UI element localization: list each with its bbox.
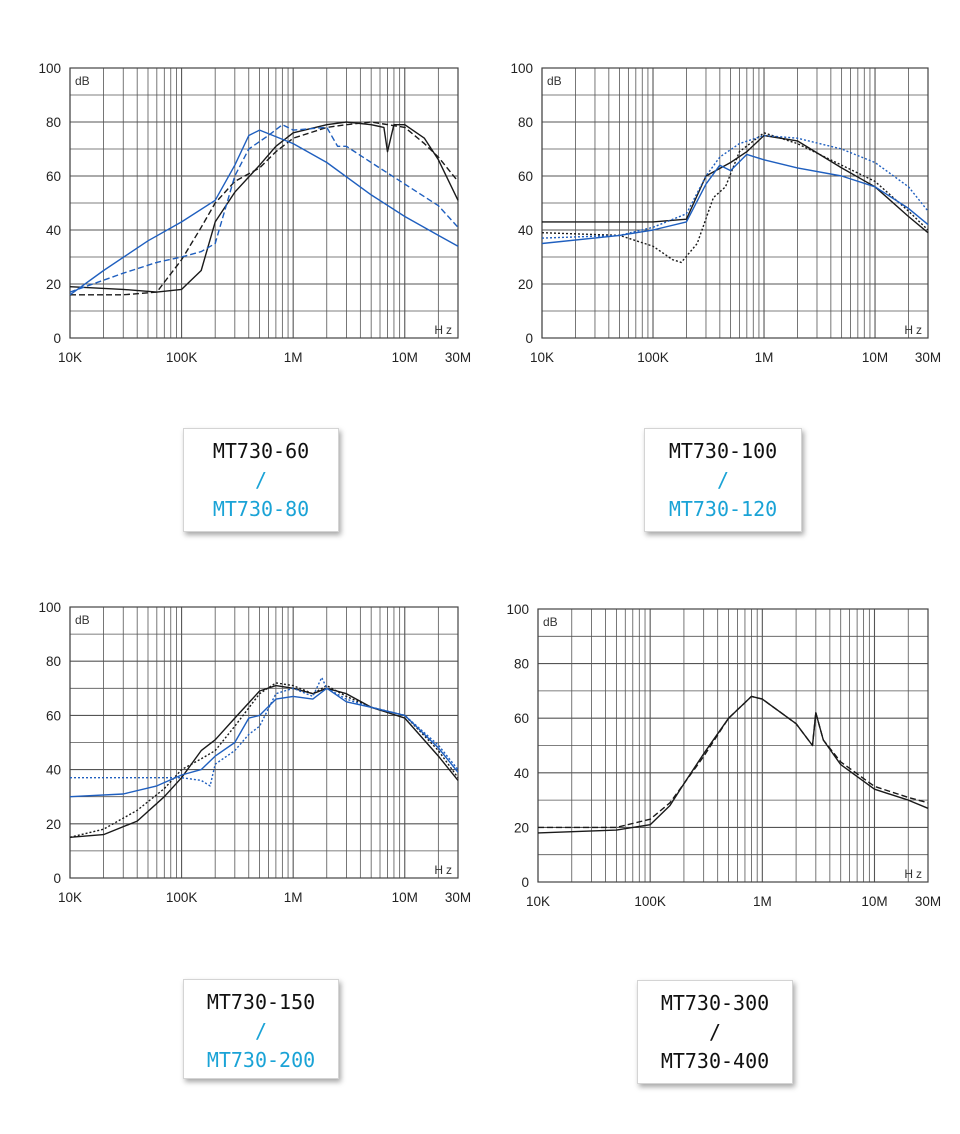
model-label-2-line2: MT730-120 [668,497,778,521]
y-tick-label: 40 [46,763,61,778]
y-tick-label: 40 [514,766,529,781]
y-tick-label: 60 [46,169,61,184]
model-label-3-line2: MT730-200 [206,1048,316,1072]
x-tick-label: 100K [166,350,198,365]
y-axis-unit: dB [75,613,90,627]
chart-1-series-4-blue-dashed [69,124,459,293]
chart-3-plot: 0 20 40 60 80 100 10K 100K 1M 10M 30M dB Hz [38,600,471,905]
x-tick-label: 30M [445,350,471,365]
x-tick-label: 10M [392,890,418,905]
y-tick-label: 20 [518,277,533,292]
chart-2: 0 20 40 60 80 100 10K 100K 1M 10M 30M dB Hz [510,61,941,365]
y-tick-label: 20 [46,817,61,832]
y-tick-label: 60 [46,708,61,723]
model-label-1: MT730-60 / MT730-80 [183,428,339,532]
y-tick-label: 80 [46,115,61,130]
chart-1-grid [69,67,459,339]
chart-1-series-3-blue-solid [69,129,459,296]
chart-4-series-2-black-dashed [538,695,929,829]
x-tick-label: 10M [862,350,888,365]
y-tick-label: 0 [53,331,61,346]
model-label-1-line2: MT730-80 [212,497,310,521]
y-axis-unit: dB [547,74,562,88]
y-tick-label: 20 [46,277,61,292]
y-tick-label: 0 [53,871,61,886]
model-label-3: MT730-150 / MT730-200 [183,979,339,1079]
chart-1-series-2-black-dashed [70,121,459,296]
x-tick-label: 30M [915,894,941,909]
x-tick-label: 100K [637,350,669,365]
y-tick-label: 40 [46,223,61,238]
x-tick-label: 1M [755,350,774,365]
model-label-4-line2: MT730-400 [660,1049,770,1073]
chart-4-grid [537,608,929,883]
x-axis-unit: Hz [904,323,925,337]
y-axis-unit: dB [75,74,90,88]
model-label-2: MT730-100 / MT730-120 [644,428,802,532]
chart-3: 0 20 40 60 80 100 10K 100K 1M 10M 30M dB Hz [38,600,471,905]
y-tick-label: 60 [514,711,529,726]
x-tick-label: 10K [58,350,82,365]
chart-2-series-4-blue-dotted [541,134,929,239]
chart-1-plot: 0 20 40 60 80 100 10K 100K 1M 10M 30M dB Hz [38,61,471,365]
chart-3-grid [69,606,459,879]
x-axis-unit: Hz [434,323,455,337]
y-tick-label: 60 [518,169,533,184]
x-tick-label: 100K [166,890,198,905]
y-tick-label: 20 [514,820,529,835]
x-tick-label: 1M [753,894,772,909]
x-tick-label: 100K [634,894,666,909]
chart-1: 0 20 40 60 80 100 10K 100K 1M 10M 30M dB Hz [38,61,471,365]
x-axis-unit: Hz [904,867,925,881]
model-label-4-line1: MT730-300 [660,991,770,1015]
y-axis-unit: dB [543,615,558,629]
x-tick-label: 30M [445,890,471,905]
y-tick-label: 0 [521,875,529,890]
chart-2-grid [541,67,929,339]
model-label-2-line1: MT730-100 [668,439,778,463]
y-tick-label: 100 [510,61,533,76]
chart-2-plot: 0 20 40 60 80 100 10K 100K 1M 10M 30M dB Hz [510,61,941,365]
x-tick-label: 30M [915,350,941,365]
model-label-1-separator: / [254,468,268,492]
y-tick-label: 0 [525,331,533,346]
model-label-1-line1: MT730-60 [212,439,310,463]
x-tick-label: 10K [526,894,550,909]
x-tick-label: 1M [284,890,303,905]
y-tick-label: 100 [38,61,61,76]
model-label-4-separator: / [708,1020,722,1044]
chart-2-series-3-blue-solid [541,153,929,245]
x-tick-label: 10M [861,894,887,909]
x-axis-unit: Hz [434,863,455,877]
y-tick-label: 40 [518,223,533,238]
chart-4-plot: 0 20 40 60 80 100 10K 100K 1M 10M 30M dB Hz [506,602,941,909]
model-label-3-line1: MT730-150 [206,990,316,1014]
y-tick-label: 100 [506,602,529,617]
x-tick-label: 10M [392,350,418,365]
model-label-4: MT730-300 / MT730-400 [637,980,793,1084]
y-tick-label: 80 [518,115,533,130]
y-tick-label: 80 [514,657,529,672]
y-tick-label: 80 [46,654,61,669]
chart-4: 0 20 40 60 80 100 10K 100K 1M 10M 30M dB Hz [506,602,941,909]
x-tick-label: 1M [284,350,303,365]
y-tick-label: 100 [38,600,61,615]
model-label-2-separator: / [716,468,730,492]
x-tick-label: 10K [530,350,554,365]
model-label-3-separator: / [254,1019,268,1043]
chart-2-series-2-black-dotted [541,132,929,264]
x-tick-label: 10K [58,890,82,905]
